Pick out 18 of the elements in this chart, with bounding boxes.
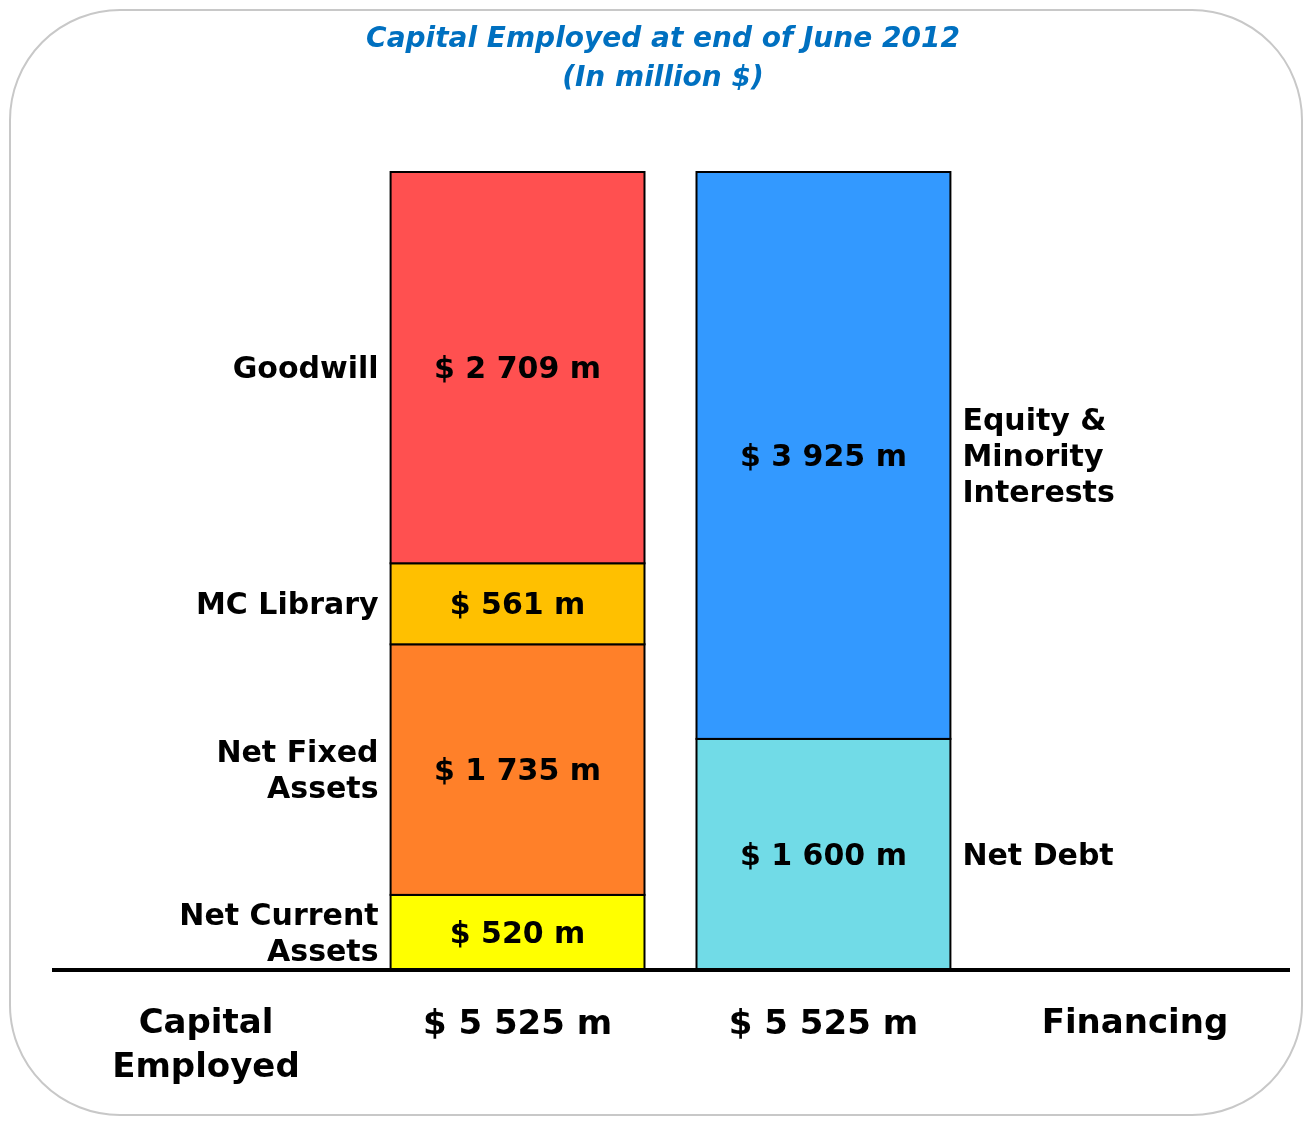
chart-subtitle: (In million $) [562, 60, 764, 93]
x-tick-label: Capital Employed [112, 1000, 300, 1085]
series-label: Equity & Minority Interests [962, 401, 1115, 509]
series-label: Net Current Assets [179, 896, 379, 968]
data-label: $ 561 m [449, 586, 586, 622]
data-label: $ 2 709 m [434, 350, 602, 386]
series-label: Net Debt [962, 836, 1114, 872]
series-label: Net Fixed Assets [216, 734, 379, 806]
data-label: $ 1 600 m [739, 836, 907, 872]
total-label: $ 5 525 m [728, 1001, 919, 1042]
series-label: MC Library [196, 586, 380, 622]
data-label: $ 520 m [449, 914, 586, 950]
series-label: Goodwill [232, 350, 379, 386]
x-tick-label: Financing [1041, 1000, 1229, 1041]
data-label: $ 1 735 m [434, 752, 602, 788]
chart-title: Capital Employed at end of June 2012 [366, 21, 960, 54]
total-label: $ 5 525 m [422, 1001, 613, 1042]
data-label: $ 3 925 m [739, 437, 907, 473]
